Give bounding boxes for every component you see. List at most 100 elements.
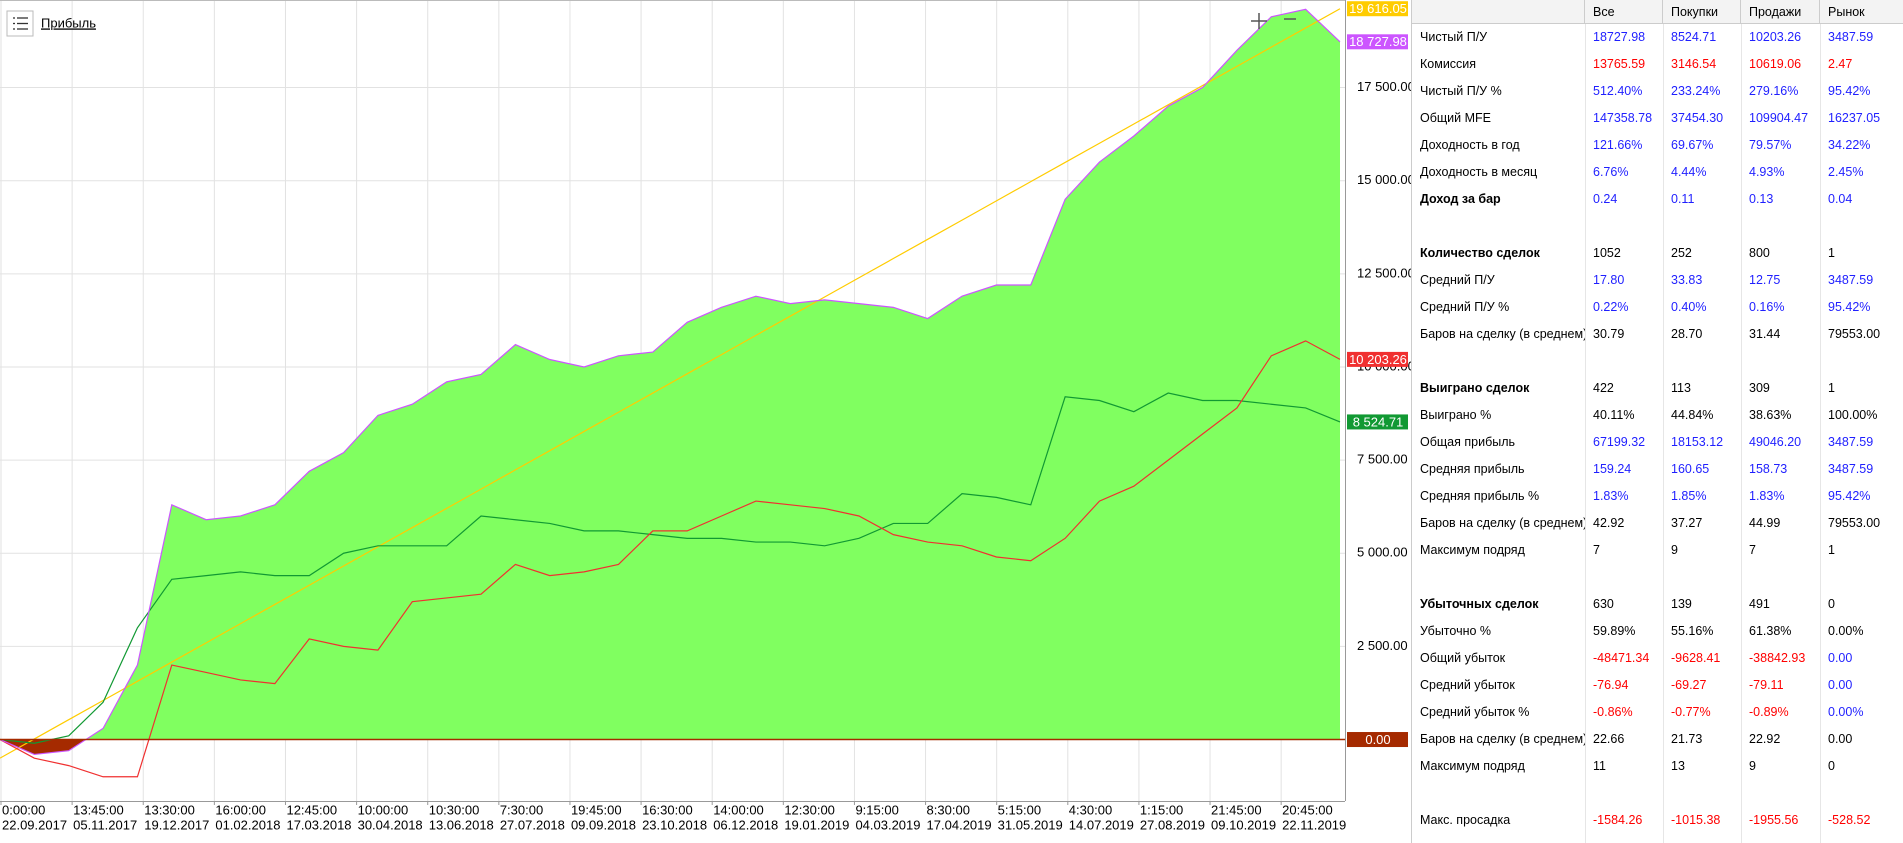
x-tick-time: 12:45:00 bbox=[286, 802, 337, 817]
legend-button[interactable]: Прибыль bbox=[6, 10, 96, 37]
table-cell: 0.04 bbox=[1828, 192, 1853, 206]
x-tick-date: 01.02.2018 bbox=[215, 817, 280, 832]
x-tick-time: 13:45:00 bbox=[73, 802, 124, 817]
table-cell: 40.11% bbox=[1593, 408, 1635, 422]
table-cell: 160.65 bbox=[1671, 462, 1710, 476]
table-cell: -0.77% bbox=[1671, 705, 1711, 719]
x-tick-date: 09.10.2019 bbox=[1211, 817, 1276, 832]
column-header: Рынок bbox=[1820, 0, 1903, 24]
table-cell: 109904.47 bbox=[1749, 111, 1809, 125]
table-cell: 3487.59 bbox=[1828, 30, 1874, 44]
table-cell: 800 bbox=[1749, 246, 1770, 260]
table-cell: 139 bbox=[1671, 597, 1692, 611]
table-cell: 1 bbox=[1828, 246, 1835, 260]
table-cell: 3487.59 bbox=[1828, 462, 1874, 476]
x-tick-date: 30.04.2018 bbox=[358, 817, 423, 832]
row-label: Чистый П/У bbox=[1420, 30, 1488, 44]
table-cell: 233.24% bbox=[1671, 84, 1721, 98]
x-tick-date: 05.11.2017 bbox=[73, 817, 137, 832]
x-tick-time: 8:30:00 bbox=[927, 802, 970, 817]
column-header: Продажи bbox=[1741, 0, 1820, 24]
table-cell: 55.16% bbox=[1671, 624, 1714, 638]
row-label: Общий убыток bbox=[1420, 651, 1506, 665]
row-label: Доходность в год bbox=[1420, 138, 1520, 152]
table-cell: 44.84% bbox=[1671, 408, 1714, 422]
table-cell: 8524.71 bbox=[1671, 30, 1717, 44]
table-cell: -76.94 bbox=[1593, 678, 1629, 692]
table-cell: 4.93% bbox=[1749, 165, 1785, 179]
table-cell: 0.11 bbox=[1671, 192, 1695, 206]
table-cell: 4.44% bbox=[1671, 165, 1707, 179]
x-tick-time: 20:45:00 bbox=[1282, 802, 1333, 817]
table-cell: 491 bbox=[1749, 597, 1770, 611]
x-tick-date: 04.03.2019 bbox=[855, 817, 920, 832]
table-cell: 38.63% bbox=[1749, 408, 1792, 422]
x-tick-time: 5:15:00 bbox=[998, 802, 1041, 817]
table-cell: 22.66 bbox=[1593, 732, 1625, 746]
x-tick-date: 27.07.2018 bbox=[500, 817, 565, 832]
table-cell: 10203.26 bbox=[1749, 30, 1802, 44]
series-line bbox=[0, 340, 1341, 778]
table-cell: 100.00% bbox=[1828, 408, 1878, 422]
table-cell: 7 bbox=[1593, 543, 1600, 557]
row-label: Баров на сделку (в среднем) bbox=[1420, 327, 1585, 341]
legend-label[interactable]: Прибыль bbox=[41, 15, 96, 30]
table-cell: -48471.34 bbox=[1593, 651, 1650, 665]
table-cell: 422 bbox=[1593, 381, 1614, 395]
table-cell: 9 bbox=[1671, 543, 1678, 557]
table-cell: 252 bbox=[1671, 246, 1692, 260]
table-cell: 0.00 bbox=[1828, 678, 1853, 692]
table-cell: 16237.05 bbox=[1828, 111, 1881, 125]
table-cell: 21.73 bbox=[1671, 732, 1703, 746]
table-cell: 0 bbox=[1828, 759, 1835, 773]
table-cell: 67199.32 bbox=[1593, 435, 1646, 449]
table-cell: 121.66% bbox=[1593, 138, 1643, 152]
table-cell: 31.44 bbox=[1749, 327, 1781, 341]
x-tick-time: 14:00:00 bbox=[713, 802, 764, 817]
x-tick-date: 17.03.2018 bbox=[286, 817, 351, 832]
table-cell: 0.00 bbox=[1828, 651, 1853, 665]
row-label: Средний убыток % bbox=[1420, 705, 1530, 719]
legend-icon bbox=[13, 17, 28, 30]
row-label: Баров на сделку (в среднем) bbox=[1420, 732, 1585, 746]
y-tick-label: 15 000.00 bbox=[1357, 172, 1411, 187]
x-tick-date: 31.05.2019 bbox=[998, 817, 1063, 832]
x-tick-date: 13.06.2018 bbox=[429, 817, 494, 832]
row-label: Доход за бар bbox=[1420, 192, 1501, 206]
table-cell: 9 bbox=[1749, 759, 1756, 773]
table-header-corner bbox=[1412, 0, 1585, 24]
x-tick-time: 9:15:00 bbox=[855, 802, 898, 817]
row-label: Количество сделок bbox=[1420, 246, 1540, 260]
column-divider bbox=[1585, 24, 1586, 843]
column-divider bbox=[1820, 24, 1821, 843]
x-tick-time: 12:30:00 bbox=[784, 802, 835, 817]
row-label: Средний П/У bbox=[1420, 273, 1495, 287]
table-cell: 2.47 bbox=[1828, 57, 1853, 71]
x-tick-date: 27.08.2019 bbox=[1140, 817, 1205, 832]
table-cell: 0.24 bbox=[1593, 192, 1618, 206]
row-label: Убыточных сделок bbox=[1420, 597, 1539, 611]
last-value-bg bbox=[1347, 351, 1408, 367]
table-cell: 33.83 bbox=[1671, 273, 1703, 287]
table-cell: -9628.41 bbox=[1671, 651, 1721, 665]
y-tick-label: 7 500.00 bbox=[1357, 452, 1408, 467]
table-cell: 3487.59 bbox=[1828, 435, 1874, 449]
table-cell: 79.57% bbox=[1749, 138, 1792, 152]
table-cell: 0 bbox=[1828, 597, 1835, 611]
row-label: Средняя прибыль bbox=[1420, 462, 1525, 476]
table-cell: 95.42% bbox=[1828, 84, 1871, 98]
table-cell: 3487.59 bbox=[1828, 273, 1874, 287]
table-cell: 61.38% bbox=[1749, 624, 1792, 638]
table-cell: 147358.78 bbox=[1593, 111, 1653, 125]
table-cell: 42.92 bbox=[1593, 516, 1625, 530]
table-cell: 10619.06 bbox=[1749, 57, 1802, 71]
zero-label-bg bbox=[1347, 732, 1408, 748]
column-divider bbox=[1741, 24, 1742, 843]
y-tick-label: 17 500.00 bbox=[1357, 79, 1411, 94]
zoom-controls[interactable] bbox=[1251, 13, 1296, 29]
row-label: Выиграно сделок bbox=[1420, 381, 1530, 395]
table-cell: -79.11 bbox=[1749, 678, 1784, 692]
